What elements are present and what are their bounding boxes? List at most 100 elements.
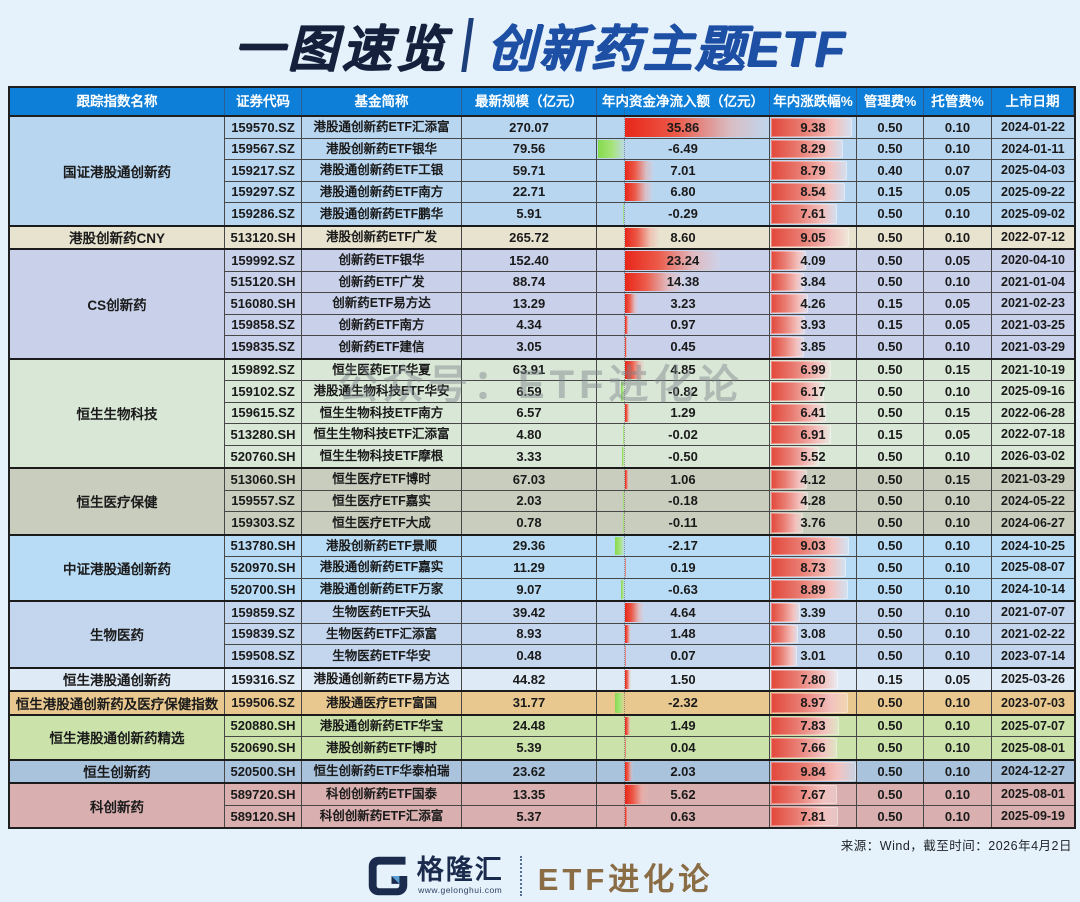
fund-name-cell: 恒生生物科技ETF摩根 bbox=[302, 445, 462, 467]
table-row: 520760.SH 恒生生物科技ETF摩根 3.33 -0.50 5.52 0.50 0.1… bbox=[225, 445, 1074, 467]
code-cell: 159892.SZ bbox=[225, 359, 302, 380]
change-bar bbox=[771, 425, 831, 444]
table-row: 159615.SZ 恒生生物科技ETF南方 6.57 1.29 6.41 0.50 0.15… bbox=[225, 402, 1074, 424]
table-row: 159992.SZ 创新药ETF银华 152.40 23.24 4.09 0.50 0.05… bbox=[225, 250, 1074, 272]
listing-date-cell: 2025-09-02 bbox=[1001, 206, 1065, 221]
table-row: 520690.SH 港股创新药ETF博时 5.39 0.04 7.66 0.50 0.10 2… bbox=[225, 737, 1074, 759]
listing-date-cell: 2021-07-07 bbox=[1001, 605, 1065, 619]
code-cell: 159835.SZ bbox=[225, 336, 302, 358]
index-name-cell: 中证港股通创新药 bbox=[10, 535, 225, 600]
listing-date-cell: 2024-10-14 bbox=[1001, 582, 1065, 596]
listing-date-cell: 2024-06-27 bbox=[1001, 515, 1065, 530]
index-name-cell: 生物医药 bbox=[10, 602, 225, 667]
listing-date-cell: 2022-07-18 bbox=[1001, 427, 1065, 441]
index-name-cell: 科创新药 bbox=[10, 784, 225, 827]
listing-date-cell: 2025-09-16 bbox=[1001, 384, 1065, 398]
header-date: 上市日期 bbox=[992, 88, 1074, 115]
custody-fee-cell: 0.10 bbox=[924, 784, 992, 805]
inflow-bar bbox=[620, 382, 624, 401]
index-group: 国证港股通创新药 159570.SZ 港股通创新药ETF汇添富 270.07 35.86… bbox=[10, 117, 1074, 227]
management-fee-cell: 0.50 bbox=[857, 117, 924, 138]
management-fee-cell: 0.50 bbox=[857, 271, 924, 292]
inflow-bar bbox=[621, 579, 624, 599]
fund-name-cell: 港股创新药ETF博时 bbox=[302, 737, 462, 759]
code-cell: 589120.SH bbox=[225, 805, 302, 827]
table-row: 513060.SH 恒生医疗ETF博时 67.03 1.06 4.12 0.50 0.15 2… bbox=[225, 469, 1074, 491]
management-fee-cell: 0.50 bbox=[857, 557, 924, 578]
index-name-cell: 恒生医疗保健 bbox=[10, 469, 225, 534]
change-cell: 8.89 bbox=[770, 578, 857, 600]
change-bar bbox=[771, 227, 850, 247]
change-bar bbox=[771, 558, 847, 577]
change-cell: 3.93 bbox=[770, 314, 857, 335]
table-row: 159506.SZ 港股通医疗ETF富国 31.77 -2.32 8.97 0.50 0.1… bbox=[225, 692, 1074, 714]
change-bar bbox=[771, 446, 819, 466]
change-bar bbox=[771, 382, 825, 401]
scale-cell: 23.62 bbox=[462, 760, 597, 782]
change-cell: 9.05 bbox=[770, 226, 857, 248]
custody-fee-cell: 0.10 bbox=[924, 692, 992, 714]
change-bar bbox=[771, 536, 849, 555]
code-cell: 159570.SZ bbox=[225, 117, 302, 138]
change-bar bbox=[771, 579, 848, 599]
inflow-cell: 0.07 bbox=[597, 645, 770, 667]
custody-fee-cell: 0.10 bbox=[924, 645, 992, 667]
inflow-cell: 0.97 bbox=[597, 314, 770, 335]
inflow-bar bbox=[625, 470, 630, 489]
change-bar bbox=[771, 182, 845, 201]
inflow-cell: 0.04 bbox=[597, 737, 770, 759]
custody-fee-cell: 0.10 bbox=[924, 623, 992, 644]
inflow-cell: 8.60 bbox=[597, 226, 770, 248]
scale-cell: 24.48 bbox=[462, 715, 597, 736]
inflow-cell: 0.19 bbox=[597, 557, 770, 578]
inflow-bar bbox=[597, 139, 624, 158]
custody-fee-cell: 0.10 bbox=[924, 578, 992, 600]
inflow-cell: 3.23 bbox=[597, 293, 770, 314]
change-cell: 7.67 bbox=[770, 784, 857, 805]
table-row: 159303.SZ 恒生医疗ETF大成 0.78 -0.11 3.76 0.50 0.10 2… bbox=[225, 512, 1074, 534]
change-cell: 9.03 bbox=[770, 535, 857, 556]
code-cell: 159567.SZ bbox=[225, 138, 302, 159]
scale-cell: 270.07 bbox=[462, 117, 597, 138]
index-group: 恒生生物科技 159892.SZ 恒生医药ETF华夏 63.91 4.85 6.99 0.5… bbox=[10, 359, 1074, 469]
fund-name-cell: 恒生医疗ETF嘉实 bbox=[302, 490, 462, 511]
code-cell: 159508.SZ bbox=[225, 645, 302, 667]
page-title: 一图速览 创新药主题ETF bbox=[0, 6, 1080, 84]
index-group: 恒生港股通创新药 159316.SZ 港股通创新药ETF易方达 44.82 1.50 7.… bbox=[10, 668, 1074, 692]
change-cell: 3.84 bbox=[770, 271, 857, 292]
inflow-cell: 2.03 bbox=[597, 760, 770, 782]
custody-fee-cell: 0.05 bbox=[924, 293, 992, 314]
fund-name-cell: 科创创新药ETF国泰 bbox=[302, 784, 462, 805]
header-fund: 基金简称 bbox=[302, 88, 462, 115]
table-header-row: 跟踪指数名称 证券代码 基金简称 最新规模（亿元） 年内资金净流入额（亿元） 年内涨跌幅%… bbox=[10, 88, 1074, 117]
change-cell: 3.39 bbox=[770, 602, 857, 623]
fund-name-cell: 港股通创新药ETF华宝 bbox=[302, 715, 462, 736]
code-cell: 513280.SH bbox=[225, 424, 302, 445]
management-fee-cell: 0.50 bbox=[857, 250, 924, 271]
index-group: 恒生港股通创新药精选 520880.SH 港股通创新药ETF华宝 24.48 1.49 7… bbox=[10, 715, 1074, 761]
fund-name-cell: 港股通创新药ETF嘉实 bbox=[302, 557, 462, 578]
change-bar bbox=[771, 204, 837, 224]
code-cell: 159992.SZ bbox=[225, 250, 302, 271]
header-index: 跟踪指数名称 bbox=[10, 88, 225, 115]
management-fee-cell: 0.50 bbox=[857, 737, 924, 759]
code-cell: 159615.SZ bbox=[225, 402, 302, 423]
management-fee-cell: 0.50 bbox=[857, 578, 924, 600]
change-bar bbox=[771, 646, 797, 666]
change-bar bbox=[771, 806, 839, 826]
management-fee-cell: 0.50 bbox=[857, 203, 924, 225]
change-bar bbox=[771, 139, 843, 158]
gelonghui-url: www.gelonghui.com bbox=[418, 885, 503, 896]
table-row: 520880.SH 港股通创新药ETF华宝 24.48 1.49 7.83 0.50 0.1… bbox=[225, 715, 1074, 737]
change-cell: 3.08 bbox=[770, 623, 857, 644]
fund-name-cell: 恒生医药ETF华夏 bbox=[302, 359, 462, 380]
change-bar bbox=[771, 470, 807, 489]
table-row: 159102.SZ 港股通生物科技ETF华安 6.59 -0.82 6.17 0.50 0.… bbox=[225, 381, 1074, 403]
listing-date-cell: 2021-10-19 bbox=[1001, 362, 1065, 377]
code-cell: 513780.SH bbox=[225, 535, 302, 556]
code-cell: 520700.SH bbox=[225, 578, 302, 600]
scale-cell: 31.77 bbox=[462, 692, 597, 714]
change-bar bbox=[771, 761, 856, 781]
scale-cell: 9.07 bbox=[462, 578, 597, 600]
table-row: 159858.SZ 创新药ETF南方 4.34 0.97 3.93 0.15 0.05 202… bbox=[225, 314, 1074, 336]
